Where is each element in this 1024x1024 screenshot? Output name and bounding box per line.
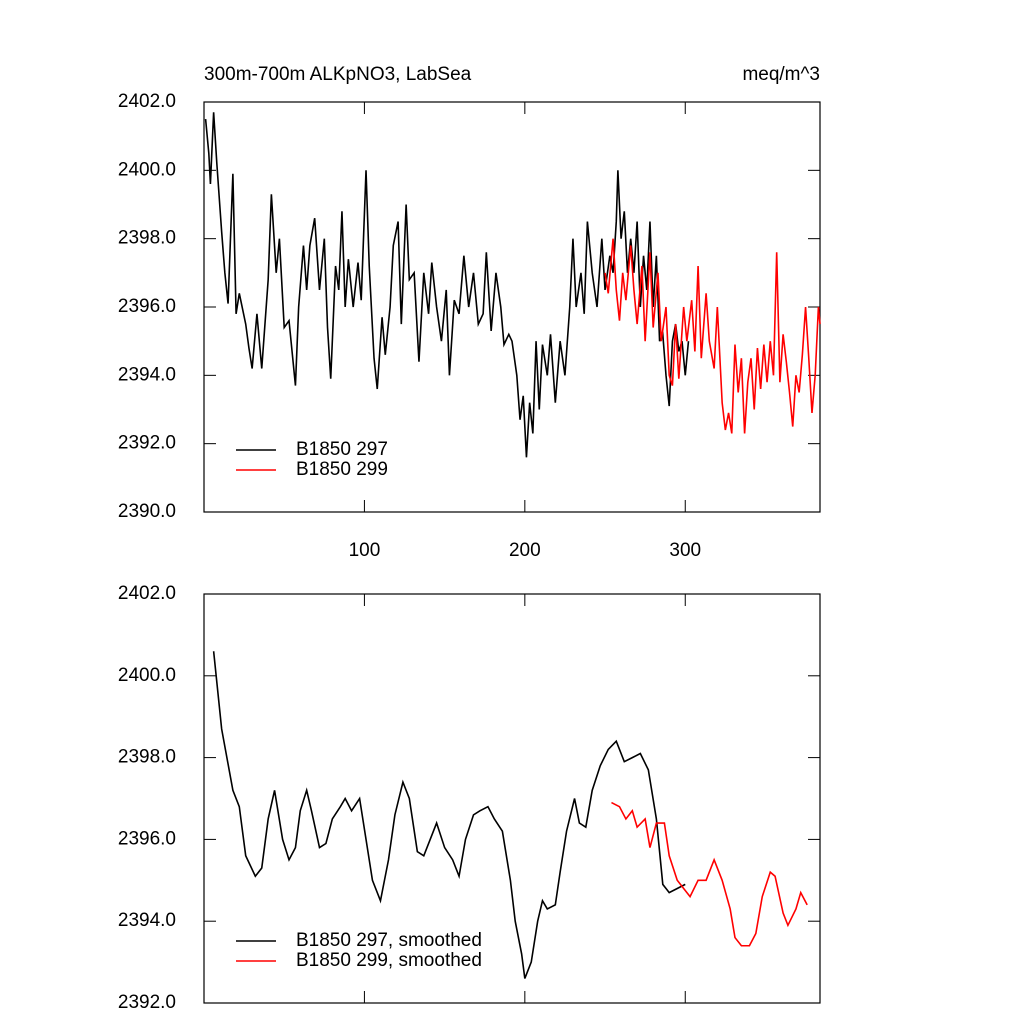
y-tick-label: 2400.0 (118, 159, 176, 180)
y-tick-label: 2396.0 (118, 296, 176, 317)
legend-label: B1850 297, smoothed (296, 930, 482, 951)
legend-label: B1850 297 (296, 439, 388, 460)
y-tick-label: 2390.0 (118, 501, 176, 522)
x-tick-label: 100 (349, 540, 381, 561)
y-tick-label: 2398.0 (118, 747, 176, 768)
plot-frame (203, 593, 821, 1004)
legend-label: B1850 299, smoothed (296, 950, 482, 971)
series-line (604, 238, 821, 434)
y-tick-label: 2394.0 (118, 364, 176, 385)
x-tick-label: 300 (669, 540, 701, 561)
series-line (212, 651, 686, 979)
chart-title: 300m-700m ALKpNO3, LabSea (204, 64, 472, 85)
units-label: meq/m^3 (742, 64, 820, 85)
y-tick-label: 2396.0 (118, 828, 176, 849)
series-line (204, 112, 690, 458)
y-tick-label: 2394.0 (118, 910, 176, 931)
x-tick-label: 200 (509, 540, 541, 561)
legend-label: B1850 299 (296, 459, 388, 480)
y-tick-label: 2392.0 (118, 992, 176, 1013)
y-tick-label: 2402.0 (118, 583, 176, 604)
series-line (611, 801, 808, 947)
y-tick-label: 2398.0 (118, 228, 176, 249)
y-tick-label: 2400.0 (118, 665, 176, 686)
y-tick-label: 2402.0 (118, 91, 176, 112)
y-tick-label: 2392.0 (118, 433, 176, 454)
